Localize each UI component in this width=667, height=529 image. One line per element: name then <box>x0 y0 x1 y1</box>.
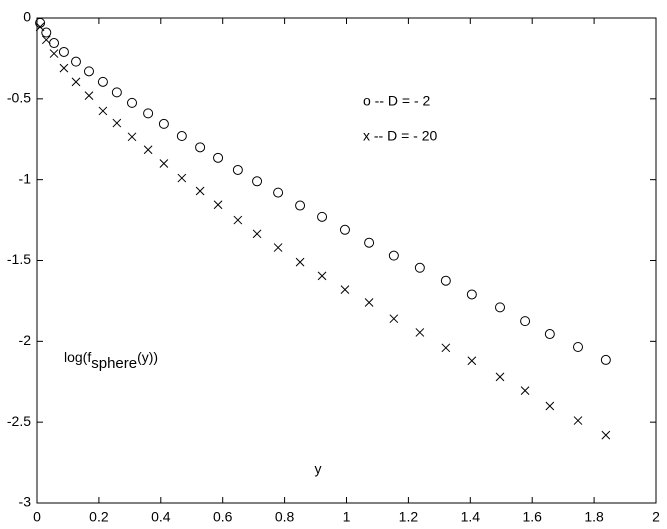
y-tick-label: -2.5 <box>7 413 31 429</box>
x-tick-label: 1.2 <box>399 509 419 525</box>
y-label-subscript: sphere <box>91 355 137 372</box>
circle-point <box>176 131 187 142</box>
x-tick-label: 0 <box>33 509 41 525</box>
y-axis-label: log(fsphere(y)) <box>64 349 158 372</box>
circle-point <box>127 97 138 108</box>
cross-point <box>49 49 59 58</box>
circle-point <box>573 341 584 352</box>
circle-point <box>339 224 350 235</box>
y-tick-label: -1.5 <box>7 251 31 267</box>
cross-point <box>143 145 153 155</box>
cross-point <box>415 328 425 337</box>
x-tick-label: 2 <box>652 509 660 525</box>
y-tick-label: -2 <box>19 332 32 348</box>
circle-point <box>317 211 328 222</box>
cross-point <box>295 257 305 267</box>
cross-point <box>252 229 262 239</box>
annotation: o -- D = - 2 <box>363 93 431 109</box>
cross-point <box>601 430 611 440</box>
cross-point <box>177 173 187 183</box>
circle-point <box>295 200 306 211</box>
x-tick-label: 0.8 <box>275 509 295 525</box>
cross-point <box>41 35 51 45</box>
cross-point <box>84 91 94 100</box>
circle-point <box>495 302 506 313</box>
x-tick-label: 1.6 <box>522 509 542 525</box>
x-tick-label: 1.8 <box>584 509 604 525</box>
cross-point <box>467 356 477 366</box>
cross-point <box>389 314 399 324</box>
x-tick-label: 0.4 <box>151 509 171 525</box>
circle-point <box>158 118 169 129</box>
cross-point <box>495 372 505 382</box>
circle-point <box>600 354 611 365</box>
cross-point <box>195 186 205 196</box>
circle-point <box>111 87 122 98</box>
circle-point <box>388 250 399 261</box>
circle-point <box>58 46 69 57</box>
circle-point <box>49 38 60 49</box>
cross-point <box>545 401 555 411</box>
circle-point <box>232 164 243 175</box>
circle-point <box>273 187 284 198</box>
x-tick-label: 1 <box>343 509 351 525</box>
cross-point <box>573 416 583 425</box>
circle-point <box>414 262 425 273</box>
cross-point <box>364 298 374 307</box>
circle-point <box>195 142 206 153</box>
x-tick-label: 1.4 <box>461 509 481 525</box>
y-tick-label: -0.5 <box>7 90 31 106</box>
plot-frame <box>36 17 657 504</box>
circle-point <box>364 237 375 248</box>
circle-point <box>97 76 108 87</box>
y-tick-label: -3 <box>19 494 32 510</box>
x-tick-label: 0.2 <box>89 509 109 525</box>
x-tick-label: 0.6 <box>213 509 233 525</box>
circle-point <box>440 275 451 286</box>
cross-point <box>233 215 243 225</box>
circle-point <box>466 289 477 300</box>
cross-point <box>127 132 137 142</box>
cross-point <box>159 159 169 168</box>
cross-point <box>273 243 283 252</box>
cross-point <box>59 63 69 73</box>
y-tick-label: 0 <box>23 9 31 25</box>
cross-point <box>213 200 223 210</box>
cross-point <box>71 77 81 87</box>
circle-point <box>520 316 531 327</box>
y-label-part: log(f <box>64 349 91 365</box>
circle-point <box>41 27 52 38</box>
y-label-part: (y)) <box>137 349 158 365</box>
cross-point <box>520 386 530 395</box>
circle-point <box>143 108 154 119</box>
circle-point <box>252 176 263 187</box>
y-tick-label: -1 <box>19 170 32 186</box>
circle-point <box>544 329 555 340</box>
cross-point <box>441 343 451 353</box>
circle-point <box>83 66 94 77</box>
x-axis-label: y <box>315 461 322 477</box>
cross-point <box>340 285 350 294</box>
annotation: x -- D = - 20 <box>363 128 438 144</box>
cross-point <box>35 22 45 32</box>
cross-point <box>98 106 108 116</box>
cross-point <box>112 118 122 128</box>
cross-point <box>317 271 327 281</box>
circle-point <box>213 152 224 163</box>
circle-point <box>70 56 81 67</box>
